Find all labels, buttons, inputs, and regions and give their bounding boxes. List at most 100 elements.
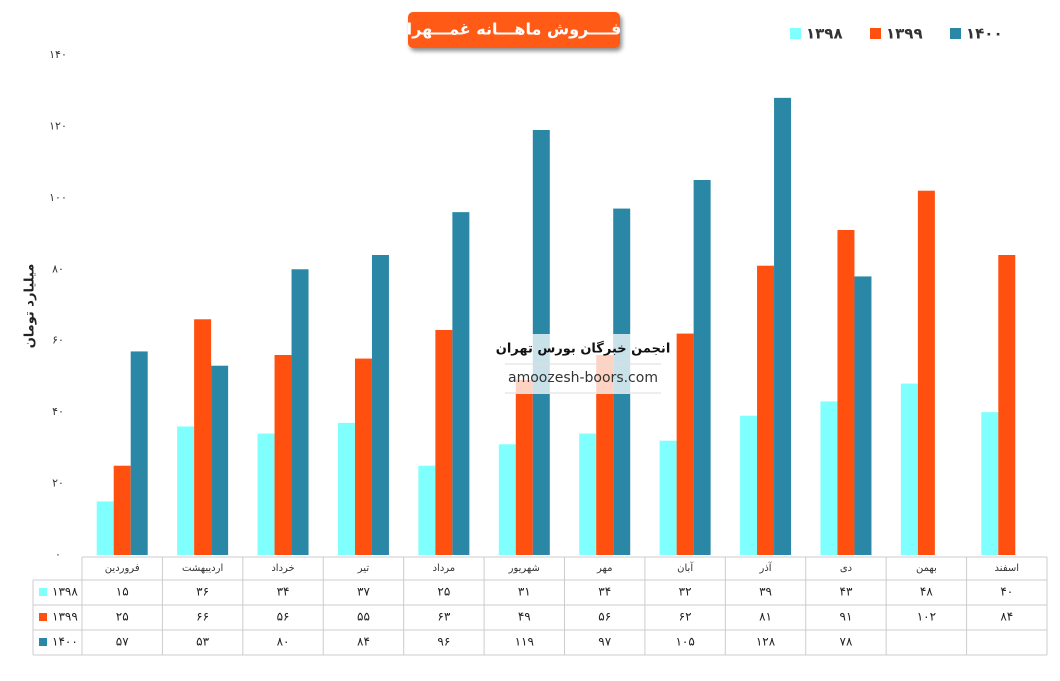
y-tick-label: ۱۰۰ <box>49 191 67 204</box>
legend-swatch <box>870 28 881 39</box>
table-value: ۳۴ <box>277 585 290 599</box>
bar <box>900 383 918 555</box>
bar <box>113 465 131 555</box>
table-legend-swatch <box>39 588 47 596</box>
y-axis-label: میلیارد تومان <box>23 264 38 349</box>
x-tick-label: فروردین <box>105 563 140 574</box>
table-value: ۵۶ <box>598 610 611 624</box>
table-series-name: ۱۳۹۹ <box>52 610 78 624</box>
table-value: ۳۶ <box>196 585 209 599</box>
table-value: ۱۲۸ <box>756 635 776 649</box>
bar <box>337 422 355 555</box>
bar <box>194 319 212 555</box>
table-value: ۸۴ <box>1000 610 1013 624</box>
bar <box>579 433 597 555</box>
y-tick-label: ۴۰ <box>52 405 64 418</box>
table-value: ۴۰ <box>1000 585 1013 599</box>
bar <box>371 255 389 555</box>
table-value: ۷۸ <box>840 635 853 649</box>
table-value: ۶۲ <box>679 610 692 624</box>
bar <box>274 355 292 555</box>
table-value: ۴۳ <box>840 585 853 599</box>
bar <box>693 180 711 555</box>
table-value: ۶۶ <box>196 610 209 624</box>
table-value: ۵۷ <box>116 635 129 649</box>
bar <box>435 330 453 555</box>
chart-title: فــــروش ماهـــانه غمـــهرا <box>407 20 622 39</box>
table-value: ۸۱ <box>759 610 772 624</box>
table-value: ۱۰۲ <box>917 610 936 624</box>
legend-swatch <box>790 28 801 39</box>
legend-swatch <box>950 28 961 39</box>
bar <box>257 433 275 555</box>
bar <box>854 276 872 555</box>
y-tick-label: ۸۰ <box>52 262 64 275</box>
x-tick-label: شهریور <box>508 563 540 574</box>
bar <box>837 230 855 555</box>
table-series-name: ۱۴۰۰ <box>52 635 78 649</box>
bar <box>676 333 694 555</box>
legend-label: ۱۳۹۸ <box>806 25 843 43</box>
bar <box>291 269 309 555</box>
table-legend-swatch <box>39 638 47 646</box>
bar <box>452 212 470 555</box>
x-tick-label: تیر <box>357 563 370 574</box>
bar <box>596 355 614 555</box>
legend-label: ۱۴۰۰ <box>966 25 1003 43</box>
table-value: ۳۷ <box>357 585 370 599</box>
legend-label: ۱۳۹۹ <box>886 25 923 43</box>
x-tick-label: خرداد <box>271 563 294 574</box>
table-value: ۱۱۹ <box>515 635 534 649</box>
x-tick-label: بهمن <box>916 563 937 574</box>
bar <box>740 415 758 555</box>
bar <box>418 465 436 555</box>
bar <box>659 440 677 555</box>
table-value: ۵۳ <box>196 635 209 649</box>
table-value: ۸۴ <box>357 635 370 649</box>
bar <box>917 190 935 555</box>
bar <box>177 426 195 555</box>
table-value: ۹۶ <box>437 635 450 649</box>
table-value: ۸۰ <box>277 635 290 649</box>
table-value: ۳۹ <box>759 585 772 599</box>
table-value: ۹۱ <box>840 610 853 624</box>
x-tick-label: اردیبهشت <box>182 563 223 574</box>
bar <box>774 97 792 555</box>
table-value: ۲۵ <box>437 585 450 599</box>
table-value: ۴۸ <box>920 585 933 599</box>
x-tick-label: آبان <box>677 561 694 574</box>
watermark-name: انجمن خبرگان بورس تهران <box>496 341 671 357</box>
table-value: ۹۷ <box>598 635 611 649</box>
bar <box>211 365 229 555</box>
bar <box>96 501 114 555</box>
y-tick-label: ۱۲۰ <box>49 119 67 132</box>
bar <box>515 380 533 555</box>
x-tick-label: مرداد <box>433 563 456 574</box>
table-legend-swatch <box>39 613 47 621</box>
x-tick-label: مهر <box>596 563 612 574</box>
table-series-name: ۱۳۹۸ <box>52 585 78 599</box>
watermark-url: amoozesh-boors.com <box>508 370 658 386</box>
table-value: ۱۰۵ <box>675 635 694 649</box>
bar <box>981 412 999 555</box>
x-tick-label: دی <box>840 563 852 574</box>
table-value: ۳۴ <box>598 585 611 599</box>
table-value: ۱۵ <box>116 585 129 599</box>
x-tick-label: اسفند <box>995 563 1019 574</box>
bar <box>998 255 1016 555</box>
bar <box>820 401 838 555</box>
bar <box>757 265 775 555</box>
bar <box>130 351 148 555</box>
table-value: ۵۵ <box>357 610 370 624</box>
x-tick-label: آذر <box>759 561 773 574</box>
table-value: ۳۱ <box>518 585 531 599</box>
table-value: ۴۹ <box>518 610 531 624</box>
y-tick-label: ۱۴۰ <box>49 48 67 61</box>
title-box <box>408 12 620 48</box>
bar <box>354 358 372 555</box>
table-value: ۳۲ <box>679 585 692 599</box>
y-tick-label: ۶۰ <box>52 334 64 347</box>
table-value: ۵۶ <box>277 610 290 624</box>
